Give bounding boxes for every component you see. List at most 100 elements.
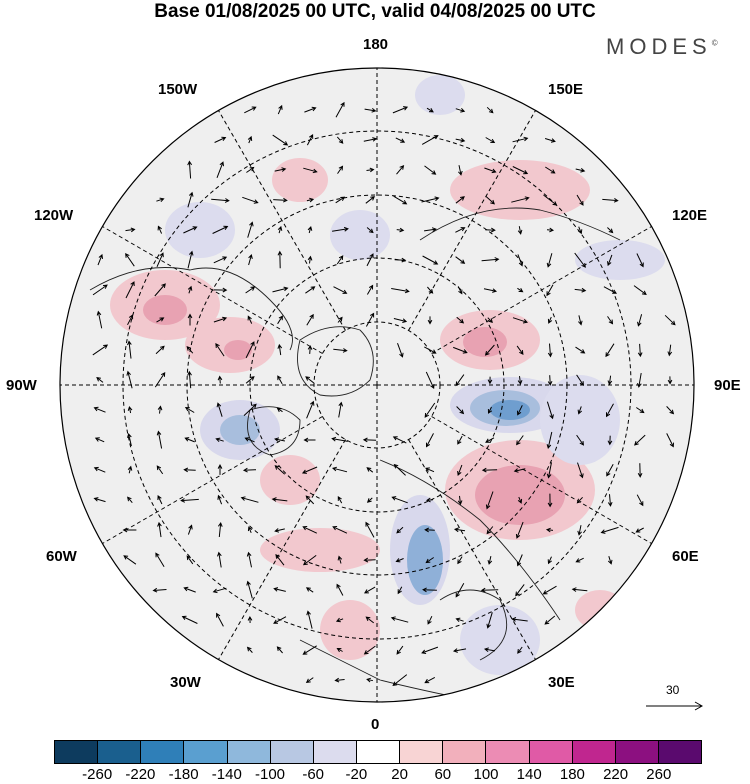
wind-vector	[240, 496, 259, 503]
positive-anomaly	[450, 160, 590, 220]
wind-vector	[306, 197, 315, 203]
wind-vector	[366, 677, 374, 683]
wind-vector	[391, 288, 410, 294]
wind-vector	[515, 521, 524, 539]
label-180: 180	[363, 36, 389, 53]
wind-vector	[246, 551, 252, 568]
wind-vector	[455, 583, 465, 598]
wind-vector	[392, 674, 408, 687]
wind-vector	[216, 402, 223, 417]
wind-vector	[157, 521, 162, 538]
wind-vector	[544, 615, 556, 625]
wind-vector	[455, 617, 464, 623]
wind-vector	[511, 196, 530, 203]
colorbar-tick-label: -60	[302, 766, 325, 783]
wind-vector	[575, 168, 586, 173]
wind-vector	[517, 405, 523, 416]
wind-vector	[335, 617, 344, 623]
wind-vector	[546, 284, 554, 297]
wind-vector	[456, 406, 465, 415]
wind-vector	[302, 554, 317, 566]
wind-vector	[577, 525, 582, 536]
wind-vector	[215, 343, 225, 357]
colorbar-segment	[141, 741, 185, 763]
wind-vector	[92, 344, 109, 356]
wind-vector	[481, 257, 500, 262]
colorbar-tick-label: 180	[559, 766, 585, 783]
wind-vector	[364, 108, 377, 113]
colorbar-segment	[270, 741, 314, 763]
positive-anomaly-core	[224, 340, 252, 360]
colorbar	[54, 740, 702, 764]
wind-vector	[424, 676, 436, 684]
colorbar-segment	[443, 741, 487, 763]
wind-vector	[213, 316, 228, 323]
wind-vector	[425, 557, 434, 564]
wind-vector	[393, 463, 406, 476]
colorbar-tick-label: 20	[391, 766, 408, 783]
wind-vector	[186, 555, 194, 565]
wind-vector	[215, 437, 224, 443]
wind-vector	[245, 341, 255, 359]
wind-vector	[213, 287, 228, 293]
wind-vector	[337, 316, 343, 323]
wind-vector	[246, 580, 253, 599]
wind-vector	[302, 645, 317, 655]
wind-vector	[392, 106, 409, 114]
wind-vector	[453, 527, 466, 533]
wind-vector	[516, 435, 524, 446]
wind-vector	[365, 521, 375, 538]
wind-vector	[365, 196, 376, 204]
positive-anomaly	[260, 455, 320, 505]
wind-vector	[126, 370, 133, 389]
label-30e: 30E	[548, 674, 575, 691]
colorbar-segment	[313, 741, 357, 763]
wind-vector	[333, 286, 348, 294]
wind-vector	[248, 253, 253, 266]
wind-vector	[486, 526, 494, 535]
wind-vector	[363, 137, 378, 142]
map-boundary	[59, 67, 695, 703]
colorbar-tick-label: -100	[254, 766, 286, 783]
colorbar-tick-label: -140	[211, 766, 242, 783]
wind-vector	[365, 616, 375, 624]
wind-vector	[242, 467, 257, 473]
wind-vector	[426, 107, 434, 113]
wind-vector	[547, 343, 553, 358]
wind-vector	[307, 226, 313, 234]
wind-vector	[396, 164, 405, 175]
reference-vector-arrow	[646, 701, 704, 711]
wind-vector	[123, 555, 137, 565]
wind-vector	[187, 313, 193, 326]
colorbar-tick-label: 140	[516, 766, 542, 783]
negative-anomaly-peak	[490, 400, 530, 420]
wind-vector	[216, 161, 224, 178]
wind-vector	[393, 318, 408, 323]
wind-vector	[486, 106, 494, 114]
wind-vector	[274, 437, 285, 442]
wind-vector	[217, 464, 223, 475]
wind-vector	[156, 252, 164, 268]
wind-vector	[546, 253, 553, 268]
label-120w: 120W	[34, 207, 74, 224]
wind-vector	[457, 495, 463, 506]
wind-vector	[303, 167, 318, 174]
colorbar-segment	[486, 741, 530, 763]
wind-vector	[457, 464, 463, 476]
wind-vector	[92, 284, 108, 296]
wind-vector	[335, 101, 345, 118]
wind-vector	[157, 495, 163, 505]
colorbar-segment	[615, 741, 659, 763]
wind-vector	[542, 585, 557, 595]
wind-vector	[366, 167, 375, 173]
wind-vector	[272, 286, 289, 293]
logo-text: MODES	[606, 34, 712, 59]
wind-vector	[366, 253, 374, 267]
wind-vector	[396, 526, 404, 534]
wind-vector	[607, 316, 614, 325]
wind-vector	[512, 136, 529, 143]
negative-anomaly-core	[407, 525, 443, 595]
wind-vector	[422, 255, 439, 265]
positive-anomaly	[320, 600, 380, 660]
wind-vector	[244, 106, 257, 114]
